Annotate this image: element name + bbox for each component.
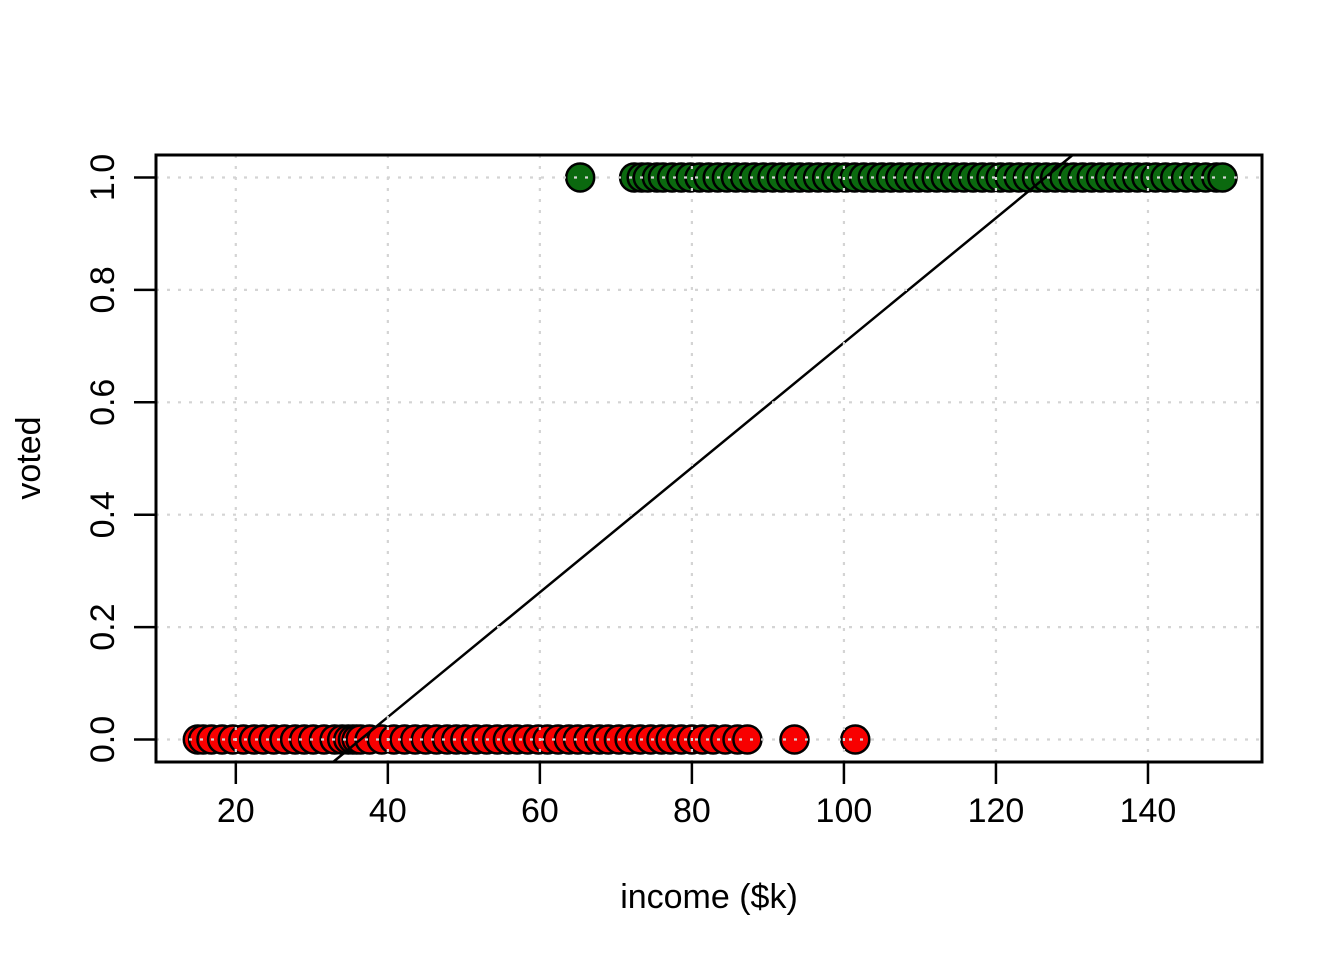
y-tick-label: 0.4 [84,491,122,538]
y-tick-label: 0.8 [84,266,122,313]
x-tick-label: 40 [369,792,407,830]
data-point-voted0 [732,724,763,755]
fit-line [332,154,1074,763]
x-tick-label: 60 [521,792,559,830]
data-point-voted0 [840,724,871,755]
y-tick-label: 0.2 [84,603,122,650]
x-tick-label: 100 [816,792,873,830]
x-tick-label: 80 [673,792,711,830]
x-tick-label: 20 [217,792,255,830]
y-tick-label: 0.6 [84,379,122,426]
y-tick-label: 1.0 [84,154,122,201]
grid-layer [156,155,1262,762]
plot-box [154,153,1264,764]
axes-layer: 20 40 60 80 100 120 140 0.0 0.2 0.4 0.6 0.8 1.0 [84,153,1264,830]
x-tick-label: 140 [1120,792,1177,830]
points-layer [182,162,1238,755]
x-axis-title: income ($k) [620,878,798,916]
y-axis-title: voted [10,416,48,499]
fit-line-layer [332,154,1074,763]
x-tick-label: 120 [968,792,1025,830]
y-tick-label: 0.0 [84,716,122,763]
data-point-voted1 [564,162,596,193]
